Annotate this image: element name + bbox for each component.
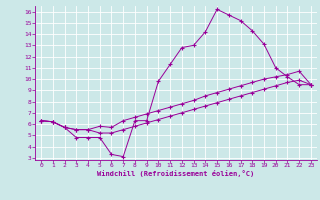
X-axis label: Windchill (Refroidissement éolien,°C): Windchill (Refroidissement éolien,°C) [97,170,255,177]
